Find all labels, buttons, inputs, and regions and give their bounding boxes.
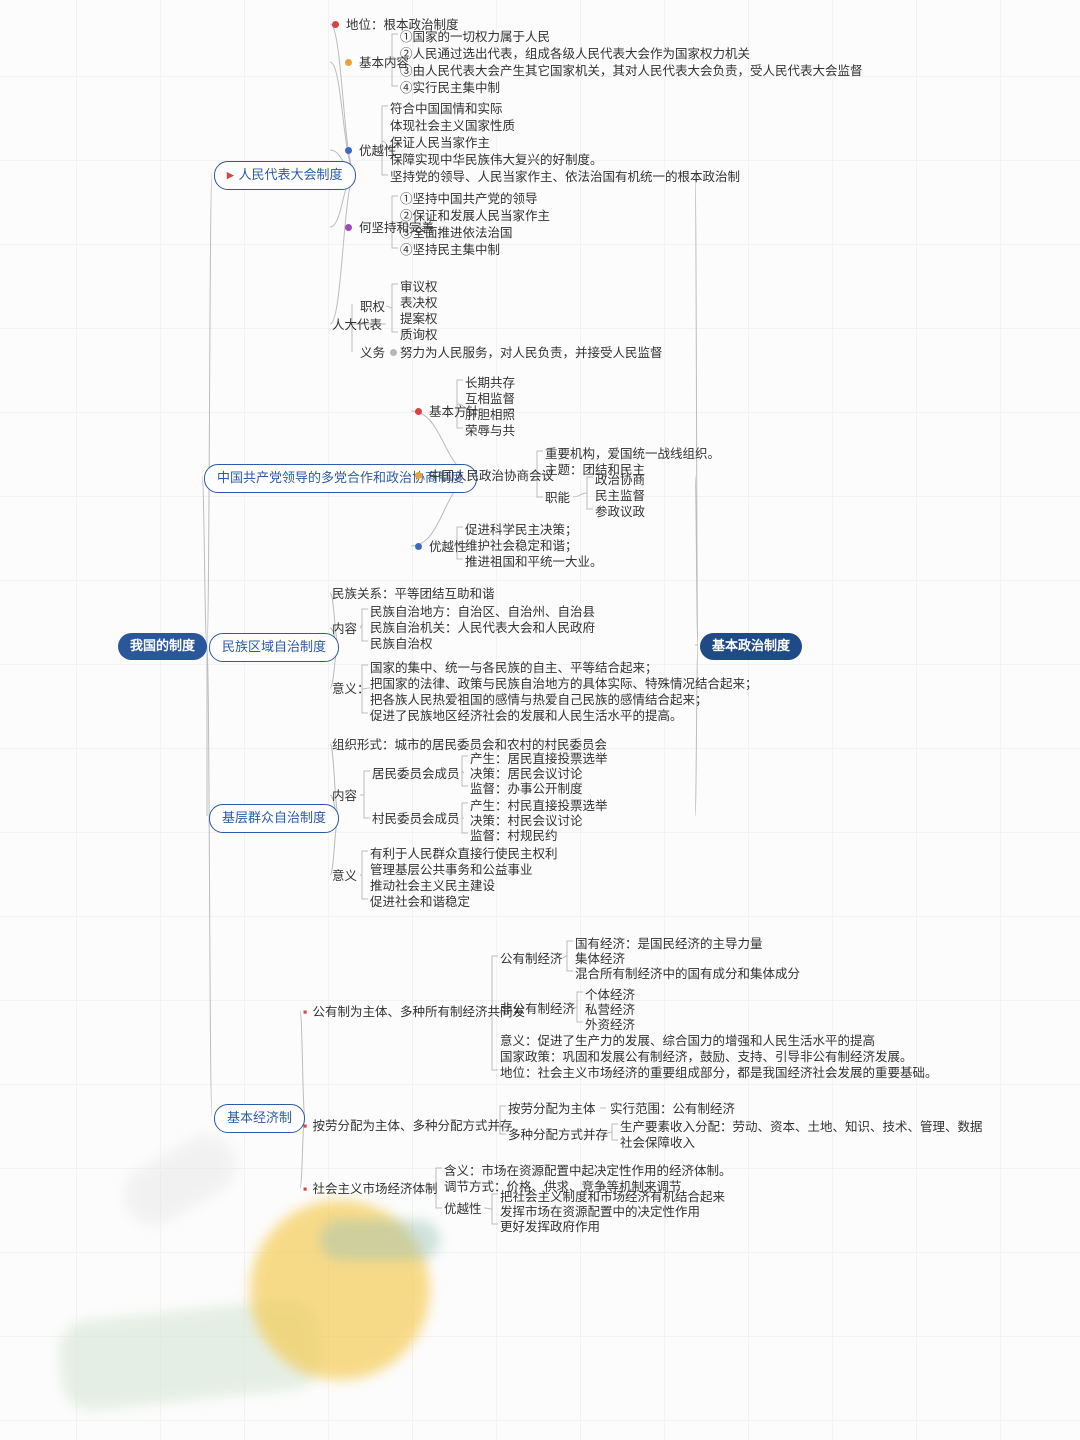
jb-3: ④实行民主集中制 <box>400 79 500 97</box>
node-yy4: 意义 <box>332 867 357 885</box>
mindmap-canvas: 我国的制度基本政治制度▸人民代表大会制度中国共产党领导的多党合作和政治协商制度民… <box>0 0 1080 1440</box>
ethnic-yy-3: 促进了民族地区经济社会的发展和人民生活水平的提高。 <box>370 707 683 725</box>
branch-grass: 基层群众自治制度 <box>209 804 339 833</box>
rdd-yw-label: 义务 <box>360 344 385 362</box>
jb-1: ②人民通过选出代表，组成各级人民代表大会作为国家权力机关 <box>400 45 750 63</box>
jbfz-3: 荣辱与共 <box>465 422 515 440</box>
node-rdd: 人大代表 <box>332 316 382 334</box>
branch-ethnic: 民族区域自治制度 <box>209 633 339 662</box>
node-gyw: ▪公有制为主体、多种所有制经济共同发 <box>303 1003 525 1021</box>
bullet-cppcc <box>415 472 422 479</box>
grass-jm-i-2: 监督：办事公开制度 <box>470 780 583 798</box>
yy-1: 体现社会主义国家性质 <box>390 117 515 135</box>
node-mzgx: 民族关系：平等团结互助和谐 <box>332 585 495 603</box>
alfp-a-text: 实行范围：公有制经济 <box>610 1100 735 1118</box>
jb-0: ①国家的一切权力属于人民 <box>400 28 550 46</box>
wj-3: ④坚持民主集中制 <box>400 241 500 259</box>
bullet-dw <box>332 21 339 28</box>
node-yy2: 优越性 <box>429 538 467 556</box>
wj-0: ①坚持中国共产党的领导 <box>400 190 538 208</box>
node-alfp: ▪按劳分配为主体、多种分配方式并存 <box>303 1117 512 1135</box>
bullet-jb <box>345 59 352 66</box>
econ-non-label: 非公有制经济 <box>500 1000 575 1018</box>
wj-2: ③全面推进依法治国 <box>400 224 513 242</box>
rdd-zq-label: 职权 <box>360 298 385 316</box>
node-nr: 内容 <box>332 620 357 638</box>
yy2-2: 推进祖国和平统一大业。 <box>465 553 603 571</box>
node-cppcc: 中国人民政治协商会议 <box>429 467 554 485</box>
cppcc-zn-2: 参政议政 <box>595 503 645 521</box>
node-shzy: ▪社会主义市场经济体制 <box>303 1180 437 1198</box>
yy-4: 坚持党的领导、人民当家作主、依法治国有机统一的根本政治制 <box>390 168 740 186</box>
alfp-a-label: 按劳分配为主体 <box>508 1100 596 1118</box>
rdd-zq-3: 质询权 <box>400 326 438 344</box>
branch-econ: 基本经济制 <box>214 1104 305 1133</box>
cppcc-zn-label: 职能 <box>545 489 570 507</box>
shzy-yx-2: 更好发挥政府作用 <box>500 1218 600 1236</box>
yy-2: 保证人民当家作主 <box>390 134 490 152</box>
shzy-yx-label: 优越性 <box>444 1200 482 1218</box>
node-nr2: 内容 <box>332 787 357 805</box>
basic-node: 基本政治制度 <box>700 633 802 660</box>
bullet-yw <box>390 349 397 356</box>
grass-cm-i-2: 监督：村规民约 <box>470 827 558 845</box>
branch-npc: ▸人民代表大会制度 <box>214 161 356 190</box>
node-yy3: 意义： <box>332 680 370 698</box>
alfp-b-label: 多种分配方式并存 <box>508 1126 608 1144</box>
yy-3: 保障实现中华民族伟大复兴的好制度。 <box>390 151 603 169</box>
grass-cm: 村民委员会成员 <box>372 810 460 828</box>
bullet-yy2 <box>415 543 422 550</box>
root-node: 我国的制度 <box>118 633 207 660</box>
ethnic-nr-2: 民族自治权 <box>370 635 433 653</box>
bullet-wj <box>345 224 352 231</box>
rdd-yw-text: 努力为人民服务，对人民负责，并接受人民监督 <box>400 344 663 362</box>
econ-extra-2: 地位：社会主义市场经济的重要组成部分，都是我国经济社会发展的重要基础。 <box>500 1064 938 1082</box>
bullet-jbfz <box>415 408 422 415</box>
wj-1: ②保证和发展人民当家作主 <box>400 207 550 225</box>
econ-pub-2: 混合所有制经济中的国有成分和集体成分 <box>575 965 800 983</box>
yy-0: 符合中国国情和实际 <box>390 100 503 118</box>
econ-pub-label: 公有制经济 <box>500 950 563 968</box>
grass-yy-3: 促进社会和谐稳定 <box>370 893 470 911</box>
alfp-b-1: 社会保障收入 <box>620 1134 695 1152</box>
jb-2: ③由人民代表大会产生其它国家机关，其对人民代表大会负责，受人民代表大会监督 <box>400 62 863 80</box>
bullet-yy <box>345 147 352 154</box>
grass-jm: 居民委员会成员 <box>372 765 460 783</box>
